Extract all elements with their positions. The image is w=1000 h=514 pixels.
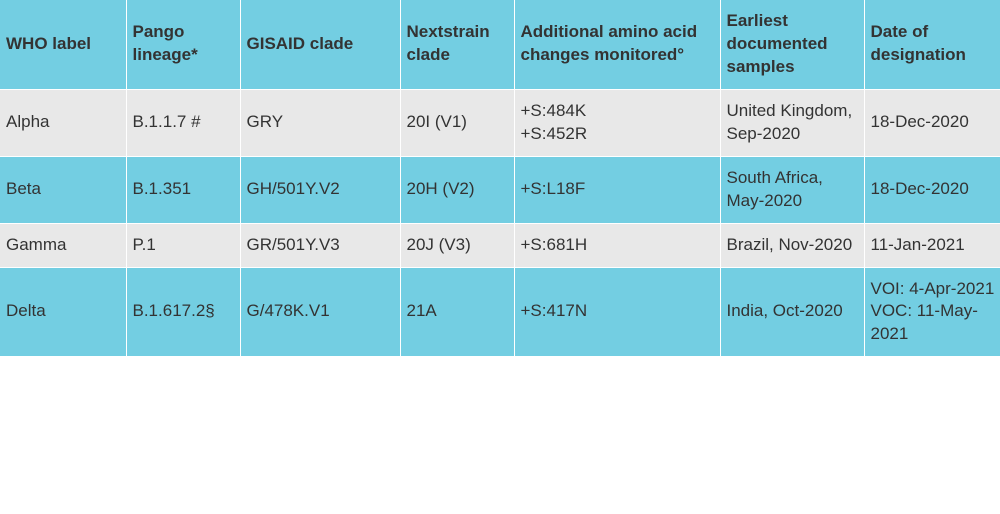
cell-earliest-samples: Brazil, Nov-2020	[720, 223, 864, 267]
cell-gisaid-clade: G/478K.V1	[240, 267, 400, 357]
cell-aa-changes: +S:L18F	[514, 156, 720, 223]
cell-nextstrain-clade: 20I (V1)	[400, 89, 514, 156]
cell-date-designation: 18-Dec-2020	[864, 156, 1000, 223]
col-header-nextstrain-clade: Nextstrain clade	[400, 0, 514, 89]
cell-pango-lineage: B.1.351	[126, 156, 240, 223]
cell-nextstrain-clade: 20J (V3)	[400, 223, 514, 267]
cell-who-label: Delta	[0, 267, 126, 357]
cell-earliest-samples: India, Oct-2020	[720, 267, 864, 357]
col-header-gisaid-clade: GISAID clade	[240, 0, 400, 89]
cell-nextstrain-clade: 21A	[400, 267, 514, 357]
cell-earliest-samples: South Africa, May-2020	[720, 156, 864, 223]
cell-aa-changes: +S:484K+S:452R	[514, 89, 720, 156]
cell-aa-changes: +S:681H	[514, 223, 720, 267]
cell-aa-changes: +S:417N	[514, 267, 720, 357]
cell-earliest-samples: United Kingdom, Sep-2020	[720, 89, 864, 156]
cell-date-designation: VOI: 4-Apr-2021VOC: 11-May-2021	[864, 267, 1000, 357]
col-header-pango-lineage: Pango lineage*	[126, 0, 240, 89]
cell-who-label: Beta	[0, 156, 126, 223]
cell-who-label: Gamma	[0, 223, 126, 267]
cell-pango-lineage: B.1.617.2§	[126, 267, 240, 357]
col-header-aa-changes: Additional amino acid changes monitored°	[514, 0, 720, 89]
cell-date-designation: 18-Dec-2020	[864, 89, 1000, 156]
cell-gisaid-clade: GH/501Y.V2	[240, 156, 400, 223]
col-header-earliest-samples: Earliest documented samples	[720, 0, 864, 89]
table-row: Gamma P.1 GR/501Y.V3 20J (V3) +S:681H Br…	[0, 223, 1000, 267]
cell-date-designation: 11-Jan-2021	[864, 223, 1000, 267]
cell-who-label: Alpha	[0, 89, 126, 156]
cell-pango-lineage: B.1.1.7 #	[126, 89, 240, 156]
col-header-date-designation: Date of designation	[864, 0, 1000, 89]
cell-gisaid-clade: GR/501Y.V3	[240, 223, 400, 267]
cell-gisaid-clade: GRY	[240, 89, 400, 156]
table-row: Alpha B.1.1.7 # GRY 20I (V1) +S:484K+S:4…	[0, 89, 1000, 156]
cell-pango-lineage: P.1	[126, 223, 240, 267]
cell-nextstrain-clade: 20H (V2)	[400, 156, 514, 223]
variants-table: WHO label Pango lineage* GISAID clade Ne…	[0, 0, 1000, 357]
table-header-row: WHO label Pango lineage* GISAID clade Ne…	[0, 0, 1000, 89]
col-header-who-label: WHO label	[0, 0, 126, 89]
table-row: Delta B.1.617.2§ G/478K.V1 21A +S:417N I…	[0, 267, 1000, 357]
table-row: Beta B.1.351 GH/501Y.V2 20H (V2) +S:L18F…	[0, 156, 1000, 223]
